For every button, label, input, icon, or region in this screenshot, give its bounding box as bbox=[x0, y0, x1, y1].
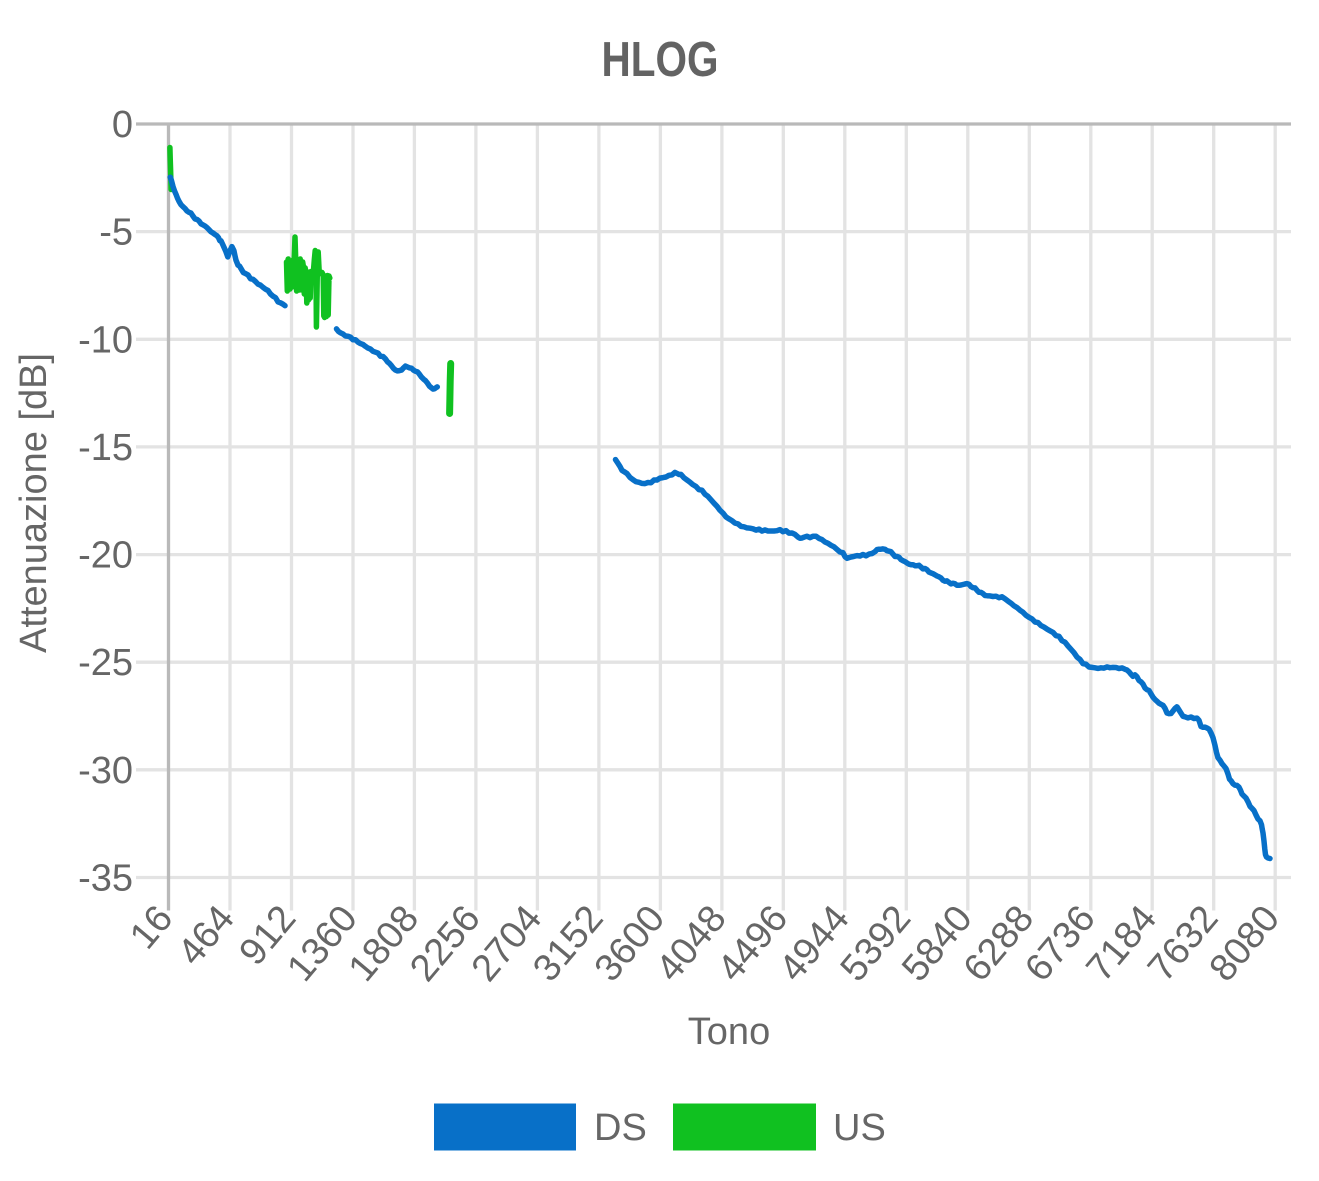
svg-text:-5: -5 bbox=[99, 212, 133, 254]
svg-text:DS: DS bbox=[594, 1107, 647, 1149]
svg-text:Tono: Tono bbox=[688, 1011, 770, 1053]
svg-text:Attenuazione [dB]: Attenuazione [dB] bbox=[13, 353, 55, 653]
svg-text:-30: -30 bbox=[78, 750, 133, 792]
svg-text:HLOG: HLOG bbox=[602, 33, 719, 87]
svg-text:US: US bbox=[833, 1107, 886, 1149]
svg-text:0: 0 bbox=[112, 104, 133, 146]
svg-text:-35: -35 bbox=[78, 858, 133, 900]
svg-text:-20: -20 bbox=[78, 535, 133, 577]
svg-text:-15: -15 bbox=[78, 427, 133, 469]
svg-text:-10: -10 bbox=[78, 319, 133, 361]
svg-text:-25: -25 bbox=[78, 642, 133, 684]
